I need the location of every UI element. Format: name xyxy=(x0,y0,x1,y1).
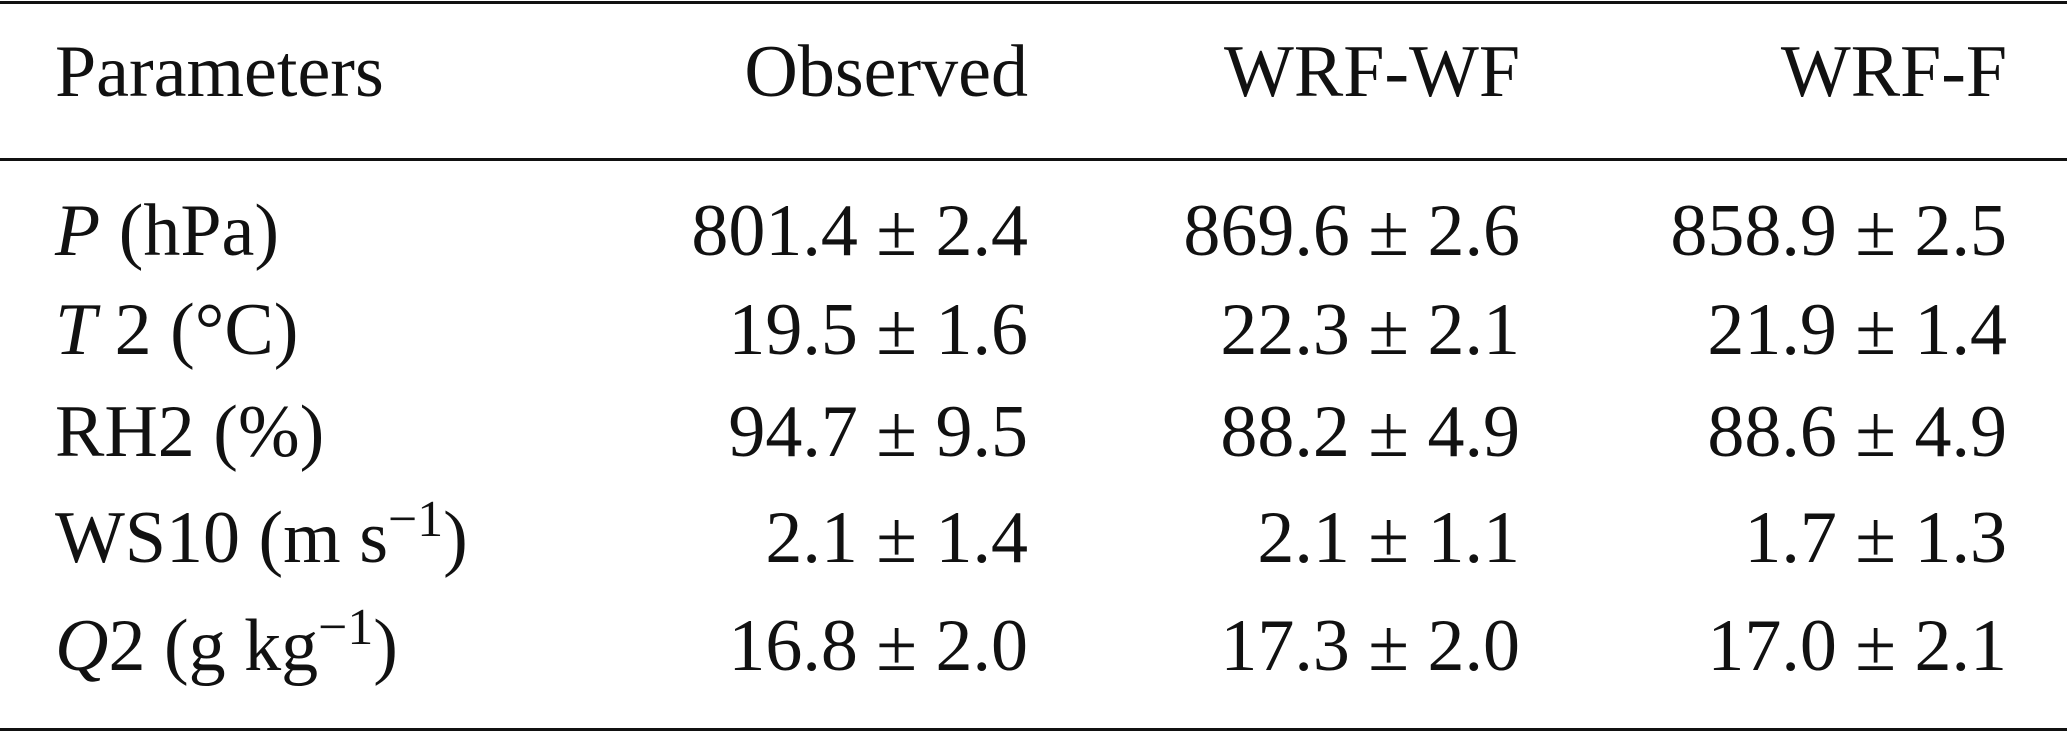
row-label: P (hPa) xyxy=(55,194,279,268)
label-part: ) xyxy=(443,497,468,579)
label-part: WS10 (m s xyxy=(55,497,388,579)
value-cell: 801.4 ± 2.4 xyxy=(691,190,1028,272)
value-cell: 94.7 ± 9.5 xyxy=(728,391,1028,473)
value-cell: 88.2 ± 4.9 xyxy=(1220,391,1520,473)
bottom-rule xyxy=(0,728,2067,731)
value-cell: 21.9 ± 1.4 xyxy=(1707,289,2007,371)
label-part: 2 (g kg xyxy=(108,605,319,687)
value-cell: 19.5 ± 1.6 xyxy=(728,289,1028,371)
label-part: RH2 (%) xyxy=(55,391,325,473)
row-label: T 2 (°C) xyxy=(55,293,298,367)
row-label: Q2 (g kg−1) xyxy=(55,602,398,683)
value-cell: 858.9 ± 2.5 xyxy=(1670,190,2007,272)
label-part: T xyxy=(55,289,97,371)
header-cell: WRF-WF xyxy=(1224,31,1520,113)
label-part: −1 xyxy=(388,491,444,549)
value-cell: 16.8 ± 2.0 xyxy=(728,605,1028,687)
label-part: −1 xyxy=(318,599,374,657)
header-cell: Parameters xyxy=(55,31,384,113)
value-cell: 869.6 ± 2.6 xyxy=(1183,190,1520,272)
row-label: RH2 (%) xyxy=(55,395,324,469)
value-cell: 17.3 ± 2.0 xyxy=(1220,605,1520,687)
label-part: Q xyxy=(55,605,109,687)
value-cell: 17.0 ± 2.1 xyxy=(1707,605,2007,687)
label-part: (hPa) xyxy=(100,190,279,272)
value-cell: 1.7 ± 1.3 xyxy=(1744,497,2007,579)
value-cell: 22.3 ± 2.1 xyxy=(1220,289,1520,371)
label-part: 2 (°C) xyxy=(96,289,299,371)
top-rule xyxy=(0,1,2067,4)
value-cell: 88.6 ± 4.9 xyxy=(1707,391,2007,473)
row-label: WS10 (m s−1) xyxy=(55,494,468,575)
label-part: ) xyxy=(373,605,398,687)
value-cell: 2.1 ± 1.1 xyxy=(1257,497,1520,579)
header-cell: Observed xyxy=(744,31,1028,113)
value-cell: 2.1 ± 1.4 xyxy=(765,497,1028,579)
label-part: P xyxy=(55,190,101,272)
header-rule xyxy=(0,158,2067,161)
header-cell: WRF-F xyxy=(1780,31,2007,113)
